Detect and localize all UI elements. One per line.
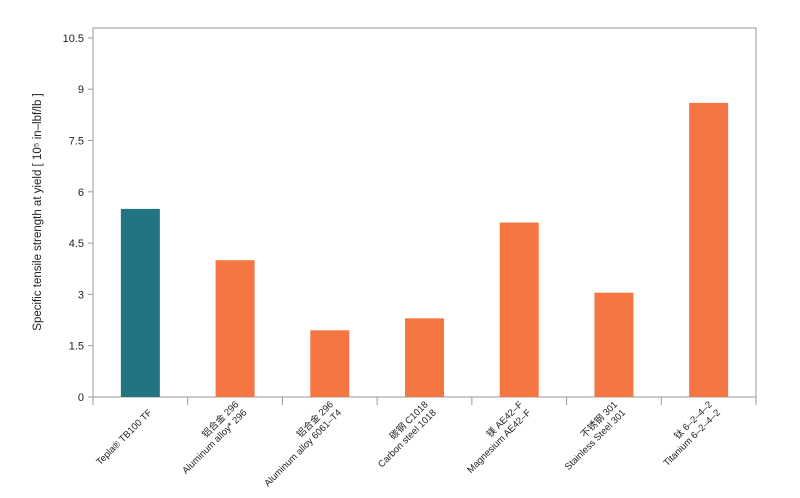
x-tick-label-line: Aluminum alloy 6061–T4 xyxy=(262,407,344,489)
y-tick-label: 4.5 xyxy=(69,238,84,250)
y-axis-title: Specific tensile strength at yield [ 10⁵… xyxy=(32,93,44,330)
bar xyxy=(594,292,634,397)
bars xyxy=(120,102,729,397)
y-axis: 0 1.5 3 4.5 6 7.5 9 10.5 xyxy=(63,33,93,404)
x-tick-label: Tepla® TB100 TF xyxy=(94,407,154,467)
y-tick-label: 0 xyxy=(78,392,84,404)
y-tick-label: 1.5 xyxy=(69,341,84,353)
bar xyxy=(120,208,160,397)
y-tick-label: 6 xyxy=(78,187,84,199)
bar xyxy=(310,330,350,397)
bar xyxy=(689,102,729,397)
y-tick-label: 9 xyxy=(78,84,84,96)
x-tick-label-line: Tepla® TB100 TF xyxy=(94,407,154,467)
bar xyxy=(215,260,255,397)
y-tick-label: 10.5 xyxy=(63,33,84,45)
y-tick-label: 3 xyxy=(78,289,84,301)
bar xyxy=(405,318,444,397)
bar xyxy=(499,222,539,397)
y-tick-label: 7.5 xyxy=(69,136,84,148)
